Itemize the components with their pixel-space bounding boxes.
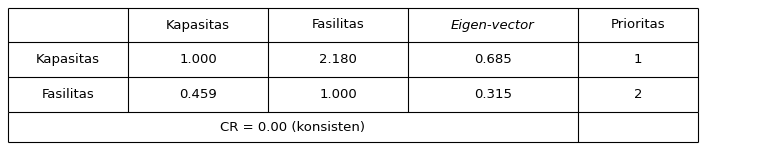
Text: 0.685: 0.685 [474,53,512,66]
Text: 1.000: 1.000 [319,88,357,101]
Text: CR = 0.00 (konsisten): CR = 0.00 (konsisten) [221,120,365,134]
Text: Kapasitas: Kapasitas [36,53,100,66]
Text: Prioritas: Prioritas [611,18,666,32]
Text: Fasilitas: Fasilitas [41,88,94,101]
Text: Fasilitas: Fasilitas [312,18,365,32]
Text: 1: 1 [633,53,642,66]
Text: 2.180: 2.180 [319,53,357,66]
Text: 2: 2 [633,88,642,101]
Text: 0.459: 0.459 [179,88,217,101]
Text: 1.000: 1.000 [179,53,217,66]
Text: 0.315: 0.315 [474,88,512,101]
Text: Eigen-vector: Eigen-vector [451,18,535,32]
Text: Kapasitas: Kapasitas [166,18,230,32]
